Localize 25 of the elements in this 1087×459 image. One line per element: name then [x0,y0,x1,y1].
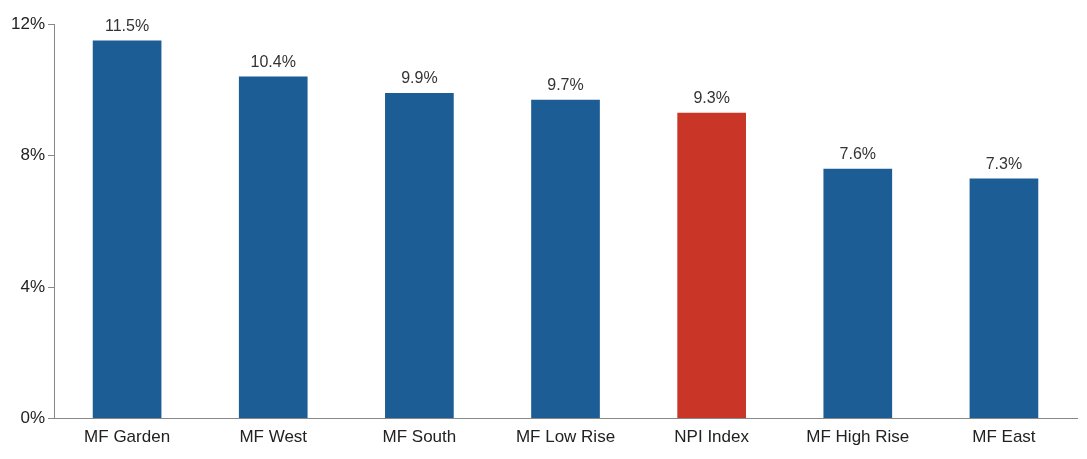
y-tick-label: 4% [20,276,46,296]
x-tick-label: MF Low Rise [515,427,616,447]
data-label: 7.3% [985,154,1023,172]
x-tick-label: NPI Index [674,427,750,447]
data-label: 11.5% [105,16,150,34]
bar [385,93,454,419]
x-tick-label: MF West [239,427,308,447]
bar [677,112,746,419]
x-tick-label: MF Garden [84,427,171,447]
x-tick-label: MF South [382,427,457,447]
y-tick-label: 12% [10,13,46,33]
bar [823,168,893,419]
data-label: 9.3% [693,89,730,107]
data-label: 10.4% [250,53,296,71]
x-tick-label: MF East [972,427,1036,447]
bar [531,99,600,419]
bar [969,178,1039,419]
y-tick-label: 8% [20,145,46,165]
data-label: 9.9% [401,69,438,87]
y-tick-label: 0% [20,408,46,428]
x-tick-label: MF High Rise [806,427,910,447]
bar [238,76,308,419]
bar [92,40,162,419]
data-label: 9.7% [547,76,584,94]
data-label: 7.6% [839,145,877,163]
